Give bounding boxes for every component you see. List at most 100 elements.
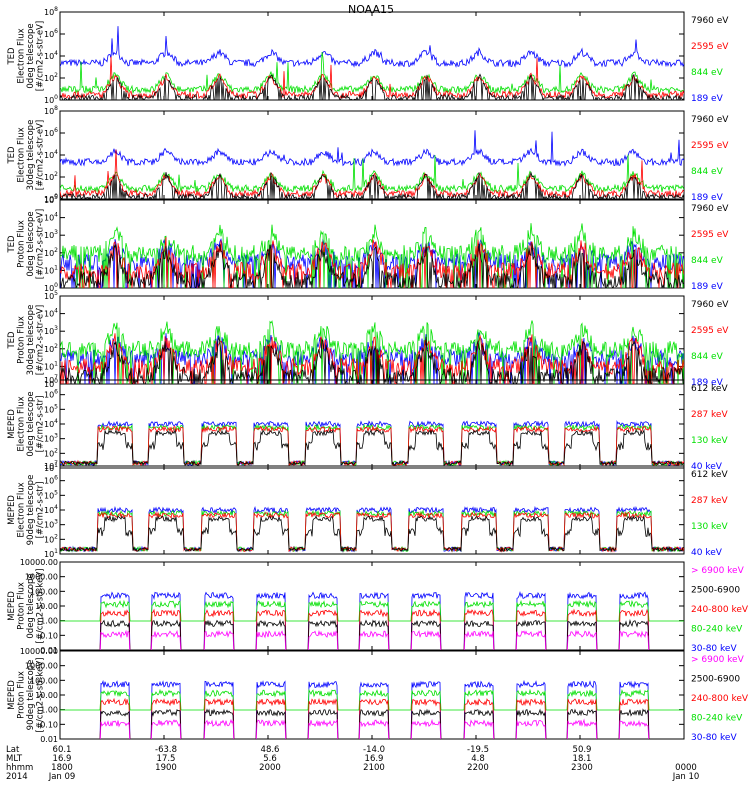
legend-entry: 130 keV [691, 436, 728, 446]
legend-entry: 2595 eV [691, 42, 729, 52]
y-tick-label: 105 [44, 489, 58, 500]
y-tick-label: 103 [44, 519, 58, 530]
y-axis-label: MEPEDProton Flux90deg telescope[#/cm2-s-… [7, 658, 46, 733]
legend-entry: > 6900 keV [691, 566, 745, 576]
y-tick-label: 104 [44, 308, 58, 319]
x-axis-value: -19.5 [467, 745, 489, 755]
y-tick-label: 100 [44, 94, 58, 105]
y-tick-exp: 7 [54, 374, 58, 381]
series-line-red [99, 697, 650, 739]
y-tick-label: 106 [44, 127, 58, 138]
y-tick-base: 10 [44, 477, 54, 486]
legend-entry: 287 keV [691, 496, 728, 506]
y-axis-label-line: [#/cm2-s-str] [36, 482, 46, 539]
y-tick-exp: 2 [54, 171, 58, 178]
y-tick-label: 102 [44, 171, 58, 182]
y-tick-base: 10 [44, 550, 54, 559]
legend-entry: 189 eV [691, 378, 724, 388]
x-axis-value: 2200 [467, 763, 489, 773]
y-tick-exp: 0 [54, 94, 58, 101]
y-tick-base: 10 [44, 231, 54, 240]
y-tick-label: 1000.00 [25, 662, 58, 671]
y-axis-label-line: 30deg telescope [26, 305, 36, 376]
y-axis-label-line: Electron Flux [17, 482, 27, 537]
legend-entry: 40 keV [691, 462, 723, 472]
series-line-blue [60, 26, 684, 69]
y-tick-exp: 4 [54, 418, 58, 425]
y-tick-base: 10 [44, 310, 54, 319]
y-tick-label: 105 [44, 194, 58, 205]
y-axis-label-line: 0deg telescope [26, 211, 36, 276]
series-line-blue [99, 590, 650, 650]
y-tick-label: 106 [44, 389, 58, 400]
y-axis-label-line: [#/cm2-s-str-eV] [36, 120, 46, 190]
legend-entry: 40 keV [691, 548, 723, 558]
y-tick-label: 101 [44, 360, 58, 371]
y-tick-label: 10.00 [35, 691, 58, 700]
y-tick-base: 10 [44, 129, 54, 138]
series-line-green [60, 154, 684, 194]
y-tick-base: 10 [44, 214, 54, 223]
y-tick-base: 10 [44, 284, 54, 293]
y-axis-label-line: MEPED [7, 409, 17, 439]
legend-entry: 844 eV [691, 352, 724, 362]
y-tick-label: 104 [44, 149, 58, 160]
legend-entry: 240-800 keV [691, 605, 749, 615]
trace-group [60, 320, 684, 384]
x-axis-value: 16.9 [365, 754, 384, 764]
x-axis-value: 4.8 [471, 754, 485, 764]
panel-ted-p-30: TEDProton Flux30deg telescope[#/cm2-s-st… [7, 290, 729, 389]
series-line-black [60, 336, 684, 384]
x-axis-value: 2000 [259, 763, 281, 773]
series-line-black [60, 514, 684, 553]
trace-group [60, 26, 684, 100]
y-tick-exp: 6 [54, 127, 58, 134]
y-tick-label: 102 [44, 447, 58, 458]
y-tick-base: 10 [44, 380, 54, 389]
y-axis-label-line: Proton Flux [17, 316, 27, 364]
x-axis-row-label: hhmm [6, 763, 33, 773]
y-tick-base: 10 [44, 96, 54, 105]
y-tick-base: 10 [44, 196, 54, 205]
legend-entry: 7960 eV [691, 16, 729, 26]
series-line-black [60, 171, 684, 199]
series-line-green [60, 223, 684, 288]
y-tick-base: 10 [44, 362, 54, 371]
y-axis-label-line: [#/cm2-s-str-keV] [36, 658, 46, 733]
y-axis-label-line: TED [7, 47, 17, 66]
y-tick-base: 10 [44, 391, 54, 400]
x-axis-value: 1800 [51, 763, 73, 773]
y-tick-label: 103 [44, 433, 58, 444]
trace-group [60, 130, 684, 199]
x-axis-value: -63.8 [155, 745, 177, 755]
y-axis-label: TEDElectron Flux30deg telescope[#/cm2-s-… [7, 120, 46, 191]
y-tick-base: 10 [44, 449, 54, 458]
y-axis-label: TEDProton Flux30deg telescope[#/cm2-s-st… [7, 305, 46, 376]
y-axis-label-line: [#/cm2-s-str-eV] [36, 209, 46, 279]
y-tick-exp: 1 [54, 360, 58, 367]
y-tick-label: 10000.00 [20, 647, 58, 656]
y-tick-exp: 3 [54, 519, 58, 526]
y-tick-label: 102 [44, 533, 58, 544]
y-tick-label: 104 [44, 212, 58, 223]
y-tick-exp: 2 [54, 533, 58, 540]
y-axis-label: MEPEDElectron Flux90deg telescope[#/cm2-… [7, 475, 46, 546]
y-tick-base: 10 [44, 266, 54, 275]
legend-entry: 2500-6900 [691, 586, 740, 596]
x-axis-value: 48.6 [261, 745, 280, 755]
y-tick-base: 10 [44, 376, 54, 385]
y-tick-label: 106 [44, 475, 58, 486]
y-tick-label: 100.00 [30, 587, 58, 596]
y-tick-base: 10 [44, 491, 54, 500]
y-axis-label-line: [#/cm2-s-str-eV] [36, 305, 46, 375]
y-tick-base: 10 [44, 292, 54, 301]
y-tick-label: 104 [44, 50, 58, 61]
y-axis-label-line: Proton Flux [17, 582, 27, 630]
legend-entry: > 6900 keV [691, 655, 745, 665]
panel-meped-p-90: MEPEDProton Flux90deg telescope[#/cm2-s-… [7, 647, 749, 744]
y-tick-label: 108 [44, 6, 58, 17]
trace-group [60, 590, 684, 650]
y-tick-exp: 0 [54, 378, 58, 385]
y-axis-label-line: 0deg telescope [26, 23, 36, 88]
y-tick-label: 10.00 [35, 602, 58, 611]
